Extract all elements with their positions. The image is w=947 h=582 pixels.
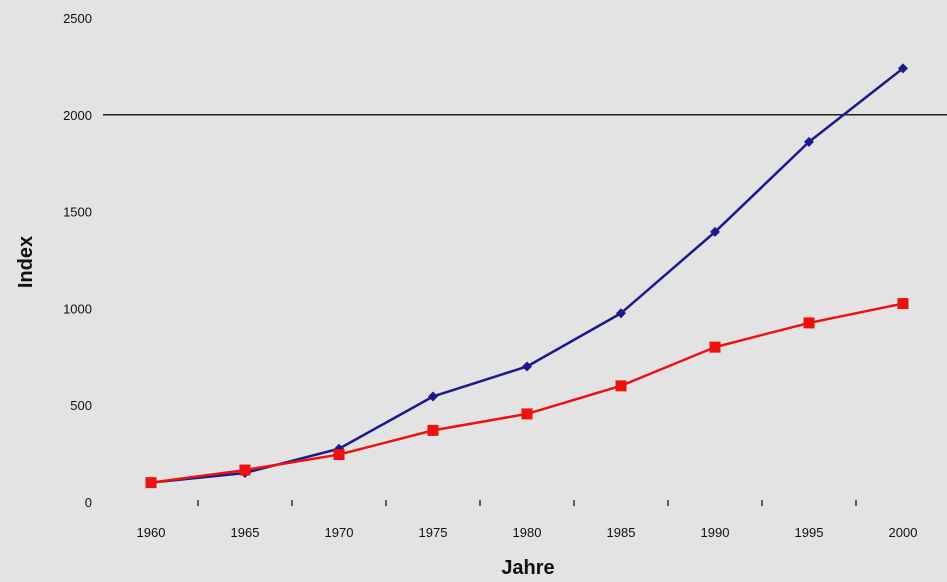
series-2-marker [897, 298, 909, 310]
series-1-marker [522, 361, 532, 372]
y-tick-label: 0 [85, 495, 92, 510]
series-2-marker [615, 380, 627, 392]
y-tick-label: 2000 [63, 108, 92, 123]
series-1-marker [804, 136, 814, 147]
y-tick-label: 2500 [63, 11, 92, 26]
y-axis-tick-labels: 0 500 1000 1500 2000 2500 [63, 11, 92, 510]
x-tick-label: 1975 [419, 525, 448, 540]
x-axis-tick-labels: 1960 1965 1970 1975 1980 1985 1990 1995 2000 [137, 525, 918, 540]
series-1-marker [428, 391, 438, 402]
x-tick-label: 1990 [701, 525, 730, 540]
x-tick-label: 1985 [607, 525, 636, 540]
y-tick-label: 1500 [63, 205, 92, 220]
series-1-marker [710, 226, 720, 237]
series-2-marker [709, 341, 721, 353]
series-layer [145, 63, 909, 489]
series-2-marker [239, 464, 251, 476]
x-tick-label: 1970 [325, 525, 354, 540]
x-tick-label: 1980 [513, 525, 542, 540]
x-axis-title: Jahre [501, 557, 554, 579]
x-tick-label: 1960 [137, 525, 166, 540]
series-2-marker [145, 477, 157, 489]
y-axis-title: Index [15, 236, 37, 288]
series-2-marker [803, 317, 815, 329]
series-2-marker [427, 424, 439, 436]
x-tick-label: 1965 [231, 525, 260, 540]
x-tick-label: 2000 [889, 525, 918, 540]
y-tick-label: 1000 [63, 301, 92, 316]
series-1-marker [616, 308, 626, 319]
x-tick-label: 1995 [795, 525, 824, 540]
y-tick-label: 500 [70, 398, 92, 413]
series-1-marker [898, 63, 908, 74]
series-2-marker [333, 449, 345, 461]
series-2-marker [521, 408, 533, 420]
x-axis-tick-marks [197, 500, 857, 506]
